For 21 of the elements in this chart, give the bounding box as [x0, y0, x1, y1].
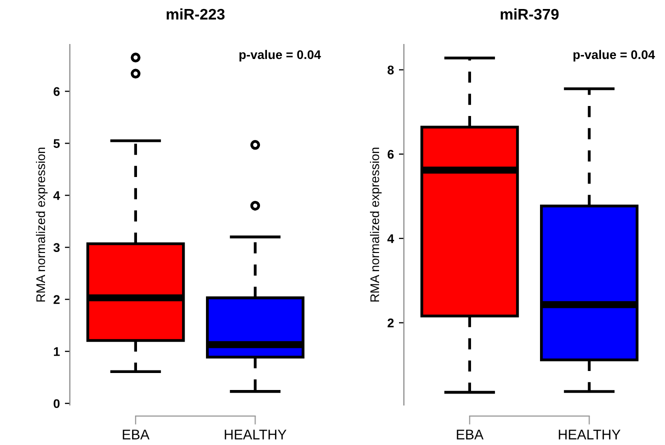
chart-title: miR-379: [500, 8, 559, 20]
annotation: p-value = 0.04: [574, 50, 655, 62]
chart-title: miR-223: [166, 8, 225, 20]
annotation: p-value = 0.04: [239, 50, 321, 62]
y-tick-label: 0: [54, 399, 60, 408]
y-tick-label: 5: [54, 139, 60, 148]
y-tick-label: 2: [388, 318, 394, 328]
y-tick-label: 6: [54, 87, 60, 96]
y-tick-label: 3: [53, 243, 60, 252]
x-tick-label: HEALTHY: [558, 430, 620, 440]
y-tick-label: 2: [54, 295, 60, 304]
y-axis-title: RMA normalized expression: [370, 148, 382, 302]
y-tick-label: 4: [53, 191, 60, 200]
y-tick-label: 6: [388, 150, 394, 159]
x-tick-label: EBA: [122, 430, 150, 440]
y-tick-label: 4: [387, 234, 394, 243]
x-tick-label: HEALTHY: [224, 430, 286, 440]
y-tick-label: 8: [388, 66, 394, 74]
y-tick-label: 1: [54, 347, 60, 356]
x-tick-label: EBA: [456, 430, 484, 440]
y-axis-title: RMA normalized expression: [36, 148, 48, 302]
